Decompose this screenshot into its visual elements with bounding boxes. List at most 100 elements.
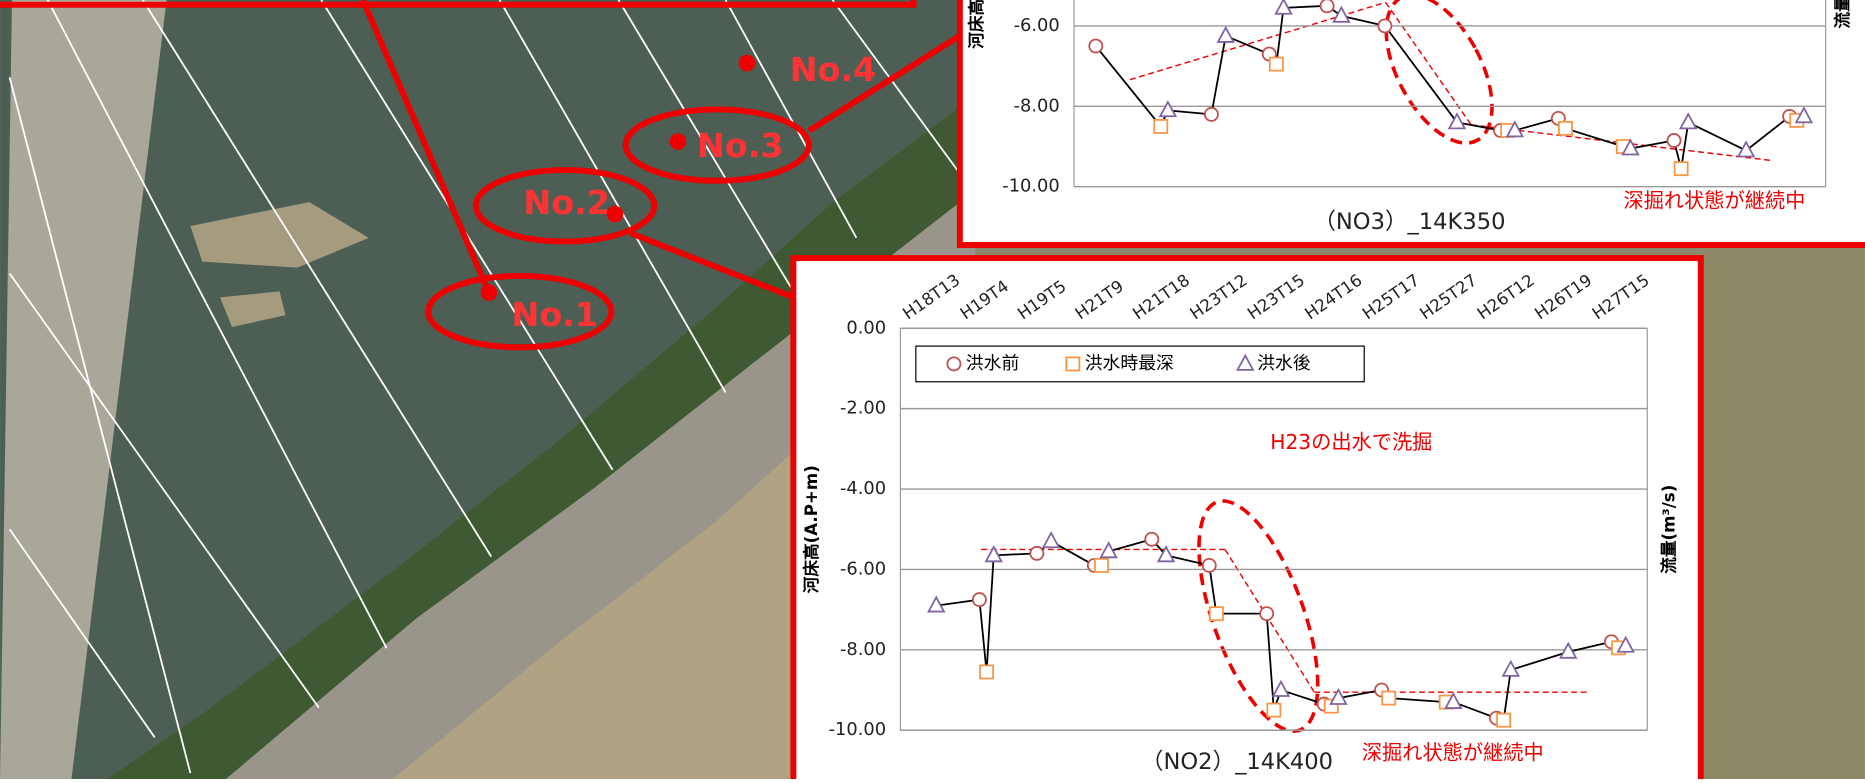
legend-marker (946, 356, 962, 372)
site-dot (480, 284, 498, 301)
trees (107, 95, 976, 780)
marker (1794, 106, 1814, 124)
site-dots (480, 54, 756, 301)
marker (1088, 38, 1104, 54)
marker (1501, 659, 1521, 677)
marker (1666, 133, 1682, 148)
marker (1332, 5, 1351, 23)
section-line (831, 0, 965, 179)
fields (1700, 237, 1865, 779)
road (226, 190, 976, 780)
callout-line (360, 0, 492, 294)
trend-line (1471, 124, 1773, 162)
marker (1271, 679, 1291, 697)
y-tick-label: -6.00 (1014, 15, 1060, 36)
marker (971, 592, 987, 608)
y-axis-label: 河床高 (966, 0, 986, 49)
legend-label: 洪水後 (1257, 353, 1311, 374)
connector (1095, 45, 1162, 127)
section-line (8, 528, 156, 738)
sandbar (220, 291, 286, 328)
callout-box (0, 0, 917, 8)
marker (1496, 712, 1512, 728)
marker (1144, 531, 1160, 547)
marker (1099, 541, 1118, 559)
y-tick-label: -10.00 (829, 719, 886, 740)
marker (1616, 635, 1635, 653)
connector (1108, 538, 1153, 553)
site-ellipse (425, 272, 615, 351)
marker (1447, 112, 1467, 130)
annotation: H23の出水で洗掘 (1270, 430, 1432, 454)
chart-panel (956, 0, 1865, 248)
connector (1680, 122, 1690, 169)
sandbar (190, 202, 369, 268)
marker (1216, 25, 1235, 43)
marker (984, 545, 1003, 563)
marker (979, 664, 995, 680)
annotation: 深掘れ状態が継続中 (1362, 741, 1544, 765)
rubble-bank (0, 0, 167, 779)
marker (1736, 140, 1756, 158)
annotation: 深掘れ状態が継続中 (1623, 189, 1805, 213)
marker (1444, 691, 1463, 709)
marker (1208, 606, 1224, 622)
site-label: No.3 (697, 126, 784, 165)
callout-line (807, 33, 962, 134)
marker (1558, 121, 1573, 136)
marker (1381, 690, 1397, 706)
callouts (360, 0, 962, 351)
site-label: No.1 (511, 295, 598, 334)
site-label: No.4 (790, 50, 877, 89)
connector (1280, 689, 1325, 705)
marker (1673, 161, 1689, 177)
connector (1208, 565, 1218, 614)
y-tick-label: -6.00 (840, 558, 886, 579)
chart-title: （NO2）_14K400 (1141, 749, 1333, 775)
marker (1319, 0, 1335, 14)
marker (1158, 100, 1178, 118)
y-tick-label: 0.00 (846, 317, 886, 338)
marker (1266, 702, 1282, 718)
y-axis-label: 河床高(A.P+m) (801, 465, 821, 593)
chart-panel (790, 255, 1704, 783)
site-dot (669, 133, 687, 150)
section-line (498, 0, 727, 393)
site-dot (606, 205, 624, 223)
marker (1201, 557, 1217, 573)
callout-line (629, 230, 795, 301)
marker (927, 595, 946, 613)
trend-line (1385, 1, 1472, 126)
y-tick-label: -8.00 (1014, 95, 1060, 116)
connector (1388, 697, 1447, 703)
y2-axis-label: 流量(m³/s) (1658, 485, 1678, 574)
marker (1268, 56, 1284, 72)
y-tick-label: -4.00 (840, 478, 886, 499)
section-line (8, 77, 192, 774)
marker (1274, 0, 1293, 15)
site-dot (738, 54, 756, 72)
connector (1210, 35, 1227, 115)
connector (1341, 15, 1386, 27)
legend-label: 洪水前 (966, 353, 1020, 374)
y-tick-label: -10.00 (1002, 176, 1059, 197)
marker (1094, 557, 1109, 573)
river (0, 0, 976, 779)
marker (1621, 138, 1640, 156)
fields (392, 321, 976, 779)
y-tick-label: -2.00 (840, 398, 886, 419)
connector (1265, 613, 1275, 711)
connector (1502, 669, 1512, 721)
connector (1745, 115, 1791, 152)
y2-axis-label: 流量 (1832, 0, 1852, 29)
site-labels: No.1 No.2 No.3 No.4 (511, 50, 876, 334)
chart-title: （NO3）_14K350 (1313, 209, 1505, 235)
y-tick-label: -8.00 (840, 639, 886, 660)
marker (1153, 118, 1169, 134)
marker (1156, 545, 1176, 563)
marker (1029, 545, 1045, 561)
legend-box (915, 345, 1365, 383)
connector (1514, 117, 1559, 132)
